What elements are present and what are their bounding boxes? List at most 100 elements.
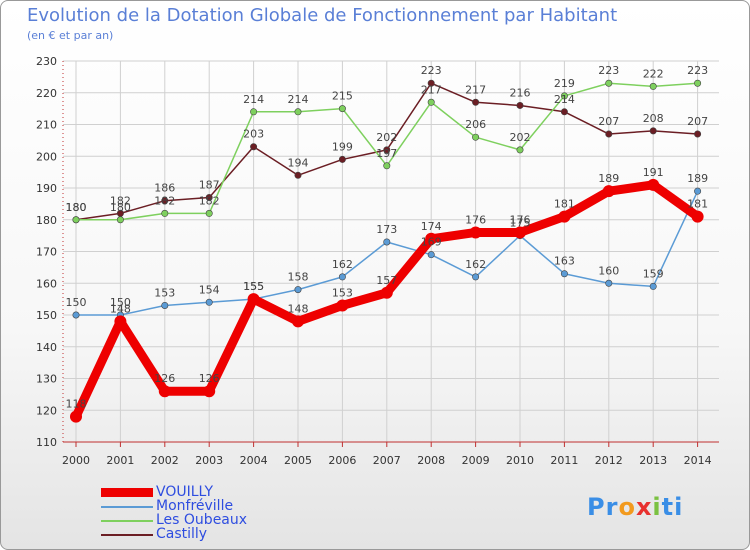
data-label-castilly: 187: [199, 179, 220, 192]
logo-part: Pr: [587, 493, 619, 521]
data-point-vouilly: [425, 232, 438, 245]
data-label-vouilly: 191: [643, 166, 664, 179]
data-label-monfr-ville: 150: [66, 296, 87, 309]
y-tick-label: 230: [36, 55, 57, 68]
data-label-castilly: 214: [554, 93, 575, 106]
data-point-vouilly: [247, 293, 260, 306]
data-label-monfr-ville: 155: [243, 280, 264, 293]
data-label-vouilly: 174: [421, 220, 442, 233]
logo-part: i: [652, 493, 662, 521]
data-point-les-oubeaux: [205, 209, 213, 217]
data-point-vouilly: [292, 315, 304, 328]
data-point-castilly: [560, 108, 568, 116]
y-tick-label: 170: [36, 246, 57, 259]
data-label-vouilly: 155: [243, 280, 264, 293]
legend-label-castilly: Castilly: [156, 526, 208, 542]
data-label-les-oubeaux: 222: [643, 67, 664, 80]
data-point-les-oubeaux: [72, 216, 80, 224]
logo-part: ti: [661, 493, 684, 521]
data-label-monfr-ville: 160: [598, 264, 619, 277]
chart-title: Evolution de la Dotation Globale de Fonc…: [27, 5, 618, 26]
data-label-vouilly: 181: [554, 198, 575, 211]
x-tick-label: 2005: [284, 454, 312, 467]
data-label-vouilly: 181: [687, 198, 708, 211]
legend-swatch-vouilly: [101, 488, 153, 497]
y-tick-label: 210: [36, 119, 57, 132]
data-point-monfr-ville: [294, 286, 302, 294]
data-label-les-oubeaux: 223: [598, 64, 619, 77]
data-label-castilly: 194: [288, 156, 309, 169]
data-point-les-oubeaux: [161, 209, 169, 217]
data-label-vouilly: 148: [288, 302, 309, 315]
chart-subtitle: (en € et par an): [27, 29, 114, 42]
data-point-les-oubeaux: [383, 162, 391, 170]
legend-item-vouilly: VOUILLY: [101, 484, 301, 500]
legend-item-les-oubeaux: Les Oubeaux: [101, 512, 301, 528]
data-label-les-oubeaux: 182: [154, 194, 175, 207]
legend-swatch-les-oubeaux: [101, 520, 153, 522]
data-label-les-oubeaux: 182: [199, 194, 220, 207]
data-label-les-oubeaux: 217: [421, 83, 442, 96]
x-tick-label: 2003: [195, 454, 223, 467]
legend-label-monfreville: Monfréville: [156, 498, 234, 514]
data-label-castilly: 208: [643, 112, 664, 125]
data-point-les-oubeaux: [605, 79, 613, 87]
data-label-monfr-ville: 150: [110, 296, 131, 309]
x-tick-label: 2014: [684, 454, 712, 467]
data-point-castilly: [649, 127, 657, 135]
data-label-monfr-ville: 159: [643, 267, 664, 280]
data-point-vouilly: [203, 385, 216, 398]
data-point-castilly: [205, 194, 213, 202]
data-label-monfr-ville: 162: [465, 258, 486, 271]
data-label-castilly: 216: [510, 86, 531, 99]
data-point-castilly: [338, 155, 346, 163]
data-point-castilly: [472, 98, 480, 106]
legend-item-monfreville: Monfréville: [101, 498, 301, 514]
data-point-monfr-ville: [427, 251, 435, 259]
x-tick-label: 2006: [328, 454, 356, 467]
data-label-monfr-ville: 153: [154, 286, 175, 299]
legend: VOUILLY Monfréville Les Oubeaux Castilly: [101, 484, 301, 542]
data-label-castilly: 180: [66, 201, 87, 214]
x-tick-label: 2012: [595, 454, 623, 467]
data-point-monfr-ville: [649, 282, 657, 290]
data-point-les-oubeaux: [427, 98, 435, 106]
x-tick-label: 2013: [639, 454, 667, 467]
data-point-les-oubeaux: [516, 146, 524, 154]
data-point-monfr-ville: [161, 301, 169, 309]
data-label-les-oubeaux: 215: [332, 90, 353, 103]
x-tick-label: 2010: [506, 454, 534, 467]
y-tick-label: 130: [36, 373, 57, 386]
x-tick-label: 2001: [106, 454, 134, 467]
data-label-les-oubeaux: 214: [288, 93, 309, 106]
grid-lines: [63, 60, 719, 443]
data-label-les-oubeaux: 197: [376, 147, 397, 160]
data-point-vouilly: [336, 299, 349, 312]
data-point-vouilly: [691, 210, 704, 223]
data-label-les-oubeaux: 180: [66, 201, 87, 214]
y-tick-label: 180: [36, 214, 57, 227]
data-label-monfr-ville: 162: [332, 258, 353, 271]
data-point-vouilly: [70, 410, 82, 423]
data-point-vouilly: [647, 178, 660, 191]
data-label-vouilly: 153: [332, 286, 353, 299]
data-point-les-oubeaux: [649, 82, 657, 90]
data-point-les-oubeaux: [294, 108, 302, 116]
axes: 110 120 130 140 150 160 170 180 190 200 210 220 230 2…: [36, 55, 719, 467]
y-tick-label: 160: [36, 277, 57, 290]
data-point-castilly: [383, 146, 391, 154]
data-label-vouilly: 148: [110, 302, 131, 315]
y-tick-label: 140: [36, 341, 57, 354]
legend-item-castilly: Castilly: [101, 526, 301, 542]
data-label-castilly: 223: [421, 64, 442, 77]
y-tick-label: 150: [36, 309, 57, 322]
data-label-vouilly: 118: [66, 398, 87, 411]
data-label-castilly: 199: [332, 140, 353, 153]
data-point-castilly: [427, 79, 435, 87]
data-point-monfr-ville: [383, 238, 391, 246]
data-label-castilly: 207: [598, 115, 619, 128]
y-tick-label: 120: [36, 404, 57, 417]
logo-part: x: [635, 493, 653, 521]
